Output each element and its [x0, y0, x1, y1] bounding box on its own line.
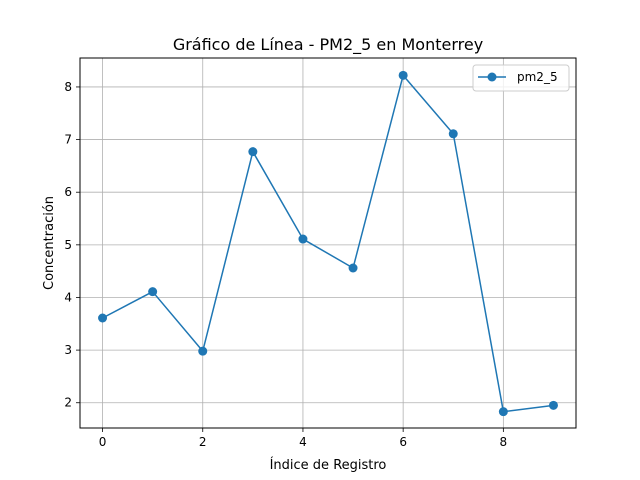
y-tick-label: 6 [64, 185, 72, 199]
data-point [198, 346, 208, 356]
x-tick-label: 2 [199, 435, 207, 449]
ticks: 0 2 4 6 8 2 3 4 5 6 7 8 [64, 80, 507, 449]
data-point [398, 70, 408, 80]
series-line [102, 74, 554, 413]
data-point [498, 407, 508, 417]
data-point [298, 234, 308, 244]
x-tick-label: 4 [299, 435, 307, 449]
x-tick-label: 8 [500, 435, 508, 449]
data-point [98, 313, 108, 323]
legend-point-marker [487, 72, 497, 82]
data-point [248, 147, 258, 157]
x-tick-label: 0 [99, 435, 107, 449]
y-tick-label: 3 [64, 343, 72, 357]
x-tick-label: 6 [399, 435, 407, 449]
legend-label: pm2_5 [517, 70, 558, 84]
y-tick-label: 2 [64, 396, 72, 410]
legend: pm2_5 [472, 64, 570, 92]
y-axis-label: Concentración [42, 196, 57, 290]
data-point [548, 400, 558, 410]
legend-box [472, 64, 570, 92]
y-tick-label: 5 [64, 238, 72, 252]
chart-title: Gráfico de Línea - PM2_5 en Monterrey [173, 35, 483, 55]
plot-frame [79, 57, 577, 429]
y-tick-label: 8 [64, 80, 72, 94]
data-point [448, 129, 458, 139]
y-tick-label: 4 [64, 290, 72, 304]
series-layer [98, 70, 558, 417]
data-point [348, 263, 358, 273]
y-tick-label: 7 [64, 133, 72, 147]
data-point [148, 287, 158, 297]
x-axis-label: Índice de Registro [270, 457, 387, 473]
